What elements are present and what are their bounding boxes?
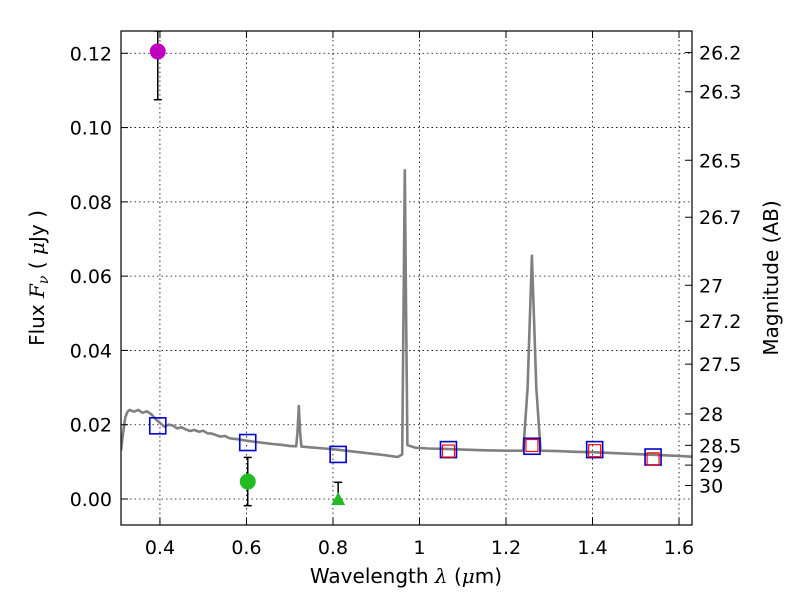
mag-tick-label: 26.2 [699, 42, 741, 64]
mag-tick-label: 30 [699, 476, 723, 498]
y-axis-title: Flux Fν ( μJy ) [25, 210, 52, 346]
observed-photometry-point [588, 444, 602, 458]
y-axis-title-unit-close: Jy ) [25, 210, 49, 244]
observed-photometry-point [646, 452, 660, 466]
plot-area [121, 31, 692, 507]
y-axis-title-prefix: Flux [25, 298, 49, 346]
x-axis-title-unit-close: m) [475, 564, 502, 588]
x-tick-label: 1 [413, 537, 425, 559]
model-photometry-point [148, 417, 167, 435]
mag-tick-label: 27 [699, 275, 723, 297]
sed-line [121, 169, 692, 459]
y-axis-title-symbol: F [25, 283, 49, 299]
x-axis-title-unit-open: ( [448, 564, 462, 588]
x-axis-title-symbol: λ [434, 564, 448, 588]
axes: 0.4 0.6 0.8 1 1.2 1.4 1.6 0.00 0.02 0.04 0.06 0.08 0… [70, 31, 741, 559]
model-photometry-point [585, 440, 604, 459]
y-axis-title-unit-open: ( [25, 255, 49, 276]
y-tick-label: 0.06 [70, 266, 112, 288]
x-axis-title-prefix: Wavelength [310, 564, 435, 588]
mag-tick-label: 27.2 [699, 311, 741, 333]
x-tick-label: 0.4 [145, 537, 175, 559]
x-tick-label: 1.2 [491, 537, 521, 559]
mag-tick-label: 28 [699, 404, 723, 426]
mag-tick-label: 26.7 [699, 207, 741, 229]
y-tick-label: 0.02 [70, 415, 112, 437]
x-axis-title: Wavelength λ (μm) [310, 564, 502, 588]
green-detection-point [239, 473, 256, 490]
plot-frame [120, 30, 693, 526]
x-tick-label: 1.4 [577, 537, 607, 559]
mag-tick-label: 26.5 [699, 150, 741, 172]
green-upper-limit-point [331, 492, 346, 505]
mag-tick-label: 27.5 [699, 354, 741, 376]
y2-axis-title: Magnitude (AB) [759, 200, 783, 355]
model-photometry-point [329, 445, 347, 464]
y-axis-title-unit-mu: μ [25, 242, 49, 255]
mag-tick-label: 26.3 [699, 82, 741, 104]
model-photometry-point [238, 433, 257, 452]
model-photometry-point [523, 437, 541, 456]
x-tick-label: 1.6 [664, 537, 694, 559]
y-tick-label: 0.10 [70, 118, 112, 140]
grid [121, 31, 692, 525]
y-tick-label: 0.00 [70, 489, 112, 511]
observed-photometry-point [441, 444, 456, 458]
x-tick-label: 0.6 [231, 537, 261, 559]
x-axis-title-unit-mu: μ [462, 564, 475, 588]
x-tick-label: 0.8 [318, 537, 348, 559]
y-tick-label: 0.12 [70, 43, 112, 65]
mag-tick-label: 29 [699, 455, 723, 477]
magenta-detection-point [149, 43, 166, 60]
y-axis-title-subscript: ν [36, 275, 52, 284]
mag-tick-label: 28.5 [699, 435, 741, 457]
observed-photometry-point [525, 438, 539, 453]
y-tick-label: 0.08 [70, 192, 112, 214]
y-tick-label: 0.04 [70, 340, 112, 362]
